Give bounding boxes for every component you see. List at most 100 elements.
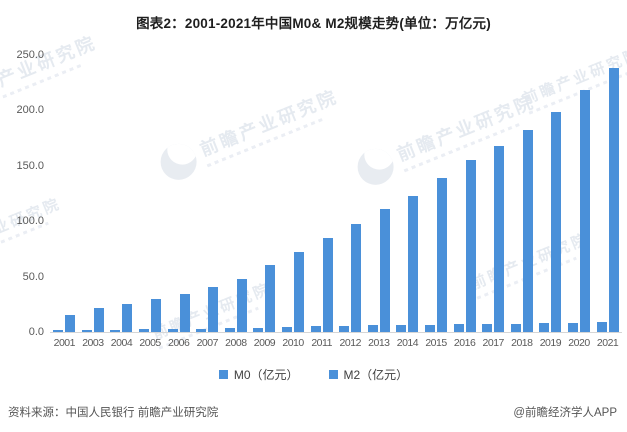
m0-bar-2004 [110,329,121,332]
legend-item: M0（亿元） [218,366,299,383]
legend: M0（亿元） M2（亿元） [0,366,627,383]
x-axis-label-2013: 2013 [368,337,390,349]
y-axis-tick-label: 0.0 [28,326,44,338]
m0-bar-2009 [253,327,264,332]
m0-bar-2003 [81,329,92,332]
m2-bar-2019 [551,111,562,332]
legend-label: M0（亿元） [233,368,299,382]
bar-group-2008 [222,55,251,332]
legend-label: M2（亿元） [343,368,409,382]
footer-credit-text: @前瞻经济学人APP [513,407,617,419]
bar-group-2015 [422,55,451,332]
m2-bar-2011 [322,237,333,332]
m0-bar-2005 [139,329,150,332]
x-axis-label-2018: 2018 [511,337,533,349]
x-axis-label-2015: 2015 [425,337,447,349]
x-axis-label-2017: 2017 [482,337,505,349]
x-axis-label-2001: 2001 [53,337,76,349]
x-axis-label-2006: 2006 [167,337,190,349]
bar-group-2001 [50,55,79,332]
x-axis-label-2012: 2012 [339,337,362,349]
m2-bar-2017 [494,146,505,332]
x-axis-label-2016: 2016 [453,337,476,349]
x-axis-label-2008: 2008 [225,337,247,349]
x-axis: 2001 2003 2004 2005 2006 2007 2008 2009 2010 2011… [50,337,622,349]
m0-bar-2021 [596,321,607,332]
m2-bar-2015 [437,177,448,332]
bar-group-2019 [536,55,565,332]
m2-bar-2018 [522,129,533,332]
m2-bar-2014 [408,195,419,332]
y-axis-tick-label: 50.0 [22,270,44,283]
y-axis-tick-label: 100.0 [16,215,44,228]
bar-group-2006 [164,55,193,332]
m0-bar-2001 [53,330,64,332]
bar-group-2012 [336,55,365,332]
x-axis-label-2003: 2003 [82,337,104,349]
bar-group-2016 [450,55,479,332]
legend-swatch-icon [218,370,228,379]
m0-bar-2018 [510,323,521,332]
bar-group-2014 [393,55,422,332]
chart-title: 图表2：2001-2021年中国M0& M2规模走势(单位：万亿元) [136,16,491,31]
footer-source-text: 资料来源：中国人民银行 前瞻产业研究院 [8,407,219,419]
x-axis-label-2020: 2020 [568,337,590,349]
m0-bar-2010 [282,327,293,332]
bar-group-2003 [79,55,108,332]
bar-group-2009 [250,55,279,332]
x-axis-label-2010: 2010 [282,337,304,349]
plot-area [50,55,622,333]
m0-bar-2012 [339,325,350,332]
m0-bar-2014 [396,325,407,332]
m0-bar-2020 [567,322,578,332]
x-axis-label-2021: 2021 [596,337,619,349]
m0-bar-2016 [453,324,464,332]
m2-bar-2010 [294,251,305,332]
legend-item: M2（亿元） [328,366,409,383]
x-axis-label-2019: 2019 [539,337,562,349]
m2-bar-2001 [65,314,76,332]
x-axis-label-2007: 2007 [196,337,219,349]
m2-bar-2008 [236,279,247,332]
bar-group-2018 [508,55,537,332]
y-axis-tick-label: 250.0 [16,49,44,61]
m2-bar-2005 [151,298,162,332]
m0-bar-2019 [539,323,550,332]
bar-group-2005 [136,55,165,332]
m2-bar-2004 [122,304,133,332]
x-axis-label-2009: 2009 [253,337,276,349]
m2-bar-2007 [208,287,219,332]
m2-bar-2009 [265,264,276,332]
bar-group-2020 [565,55,594,332]
m2-bar-2013 [379,209,390,332]
m0-bar-2006 [167,329,178,332]
m0-bar-2017 [482,324,493,332]
m0-bar-2011 [310,326,321,332]
m2-bar-2006 [179,293,190,332]
bar-group-2021 [593,55,622,332]
legend-swatch-icon [328,370,338,379]
bar-group-2013 [365,55,394,332]
y-axis-tick-label: 150.0 [16,159,44,172]
y-axis-tick-label: 200.0 [16,104,44,117]
x-axis-label-2011: 2011 [311,337,332,349]
bar-group-2011 [307,55,336,332]
m2-bar-2021 [608,67,619,332]
m2-bar-2003 [93,307,104,332]
m0-bar-2008 [224,328,235,332]
m0-bar-2007 [196,328,207,332]
x-axis-label-2005: 2005 [139,337,161,349]
x-axis-label-2004: 2004 [110,337,133,349]
m2-bar-2012 [351,224,362,332]
footer: 资料来源：中国人民银行 前瞻产业研究院 @前瞻经济学人APP [0,401,627,425]
m2-bar-2020 [579,89,590,332]
m0-bar-2015 [425,325,436,332]
m2-bar-2016 [465,160,476,332]
m0-bar-2013 [367,325,378,332]
bar-group-2017 [479,55,508,332]
bar-group-2010 [279,55,308,332]
bar-group-2007 [193,55,222,332]
bar-group-2004 [107,55,136,332]
x-axis-label-2014: 2014 [396,337,419,349]
